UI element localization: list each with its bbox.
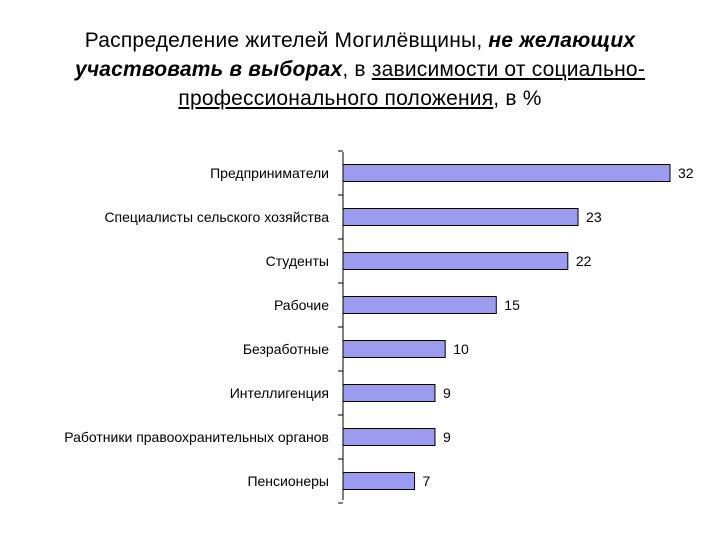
value-label: 9 (443, 429, 451, 445)
value-label: 15 (504, 297, 520, 313)
bar (342, 208, 579, 226)
chart-title: Распределение жителей Могилёвщины, не же… (20, 26, 700, 113)
value-label: 23 (586, 209, 602, 225)
bar (342, 296, 497, 314)
value-label: 7 (423, 473, 431, 489)
value-label: 10 (453, 341, 469, 357)
bar (342, 428, 436, 446)
value-label: 9 (443, 385, 451, 401)
value-label: 32 (678, 165, 694, 181)
chart-bars (342, 164, 671, 490)
category-label: Рабочие (274, 297, 329, 313)
title-underlined: зависимости от социально-профессионально… (178, 58, 646, 110)
title-emphasis: не желающих участвовать в выборах (74, 29, 636, 81)
category-label: Специалисты сельского хозяйства (104, 209, 329, 225)
category-label: Интеллигенция (230, 385, 329, 401)
category-label: Пенсионеры (247, 473, 329, 489)
category-label: Студенты (266, 253, 329, 269)
chart-category-labels: Предприниматели Специалисты сельского хоз… (64, 165, 329, 489)
bar (342, 472, 416, 490)
value-label: 22 (576, 253, 592, 269)
chart-axis (338, 150, 344, 504)
category-label: Работники правоохранительных органов (64, 429, 329, 445)
title-part-3: , в (342, 58, 372, 81)
category-label: Безработные (243, 341, 329, 357)
bar (342, 252, 569, 270)
title-part-5: , в % (493, 87, 542, 110)
bar (342, 340, 446, 358)
title-part-1: Распределение жителей Могилёвщины, (84, 29, 489, 52)
category-label: Предприниматели (210, 165, 329, 181)
chart-value-labels: 32 23 22 15 10 9 9 7 (423, 165, 694, 489)
bar (342, 164, 671, 182)
bar (342, 384, 436, 402)
